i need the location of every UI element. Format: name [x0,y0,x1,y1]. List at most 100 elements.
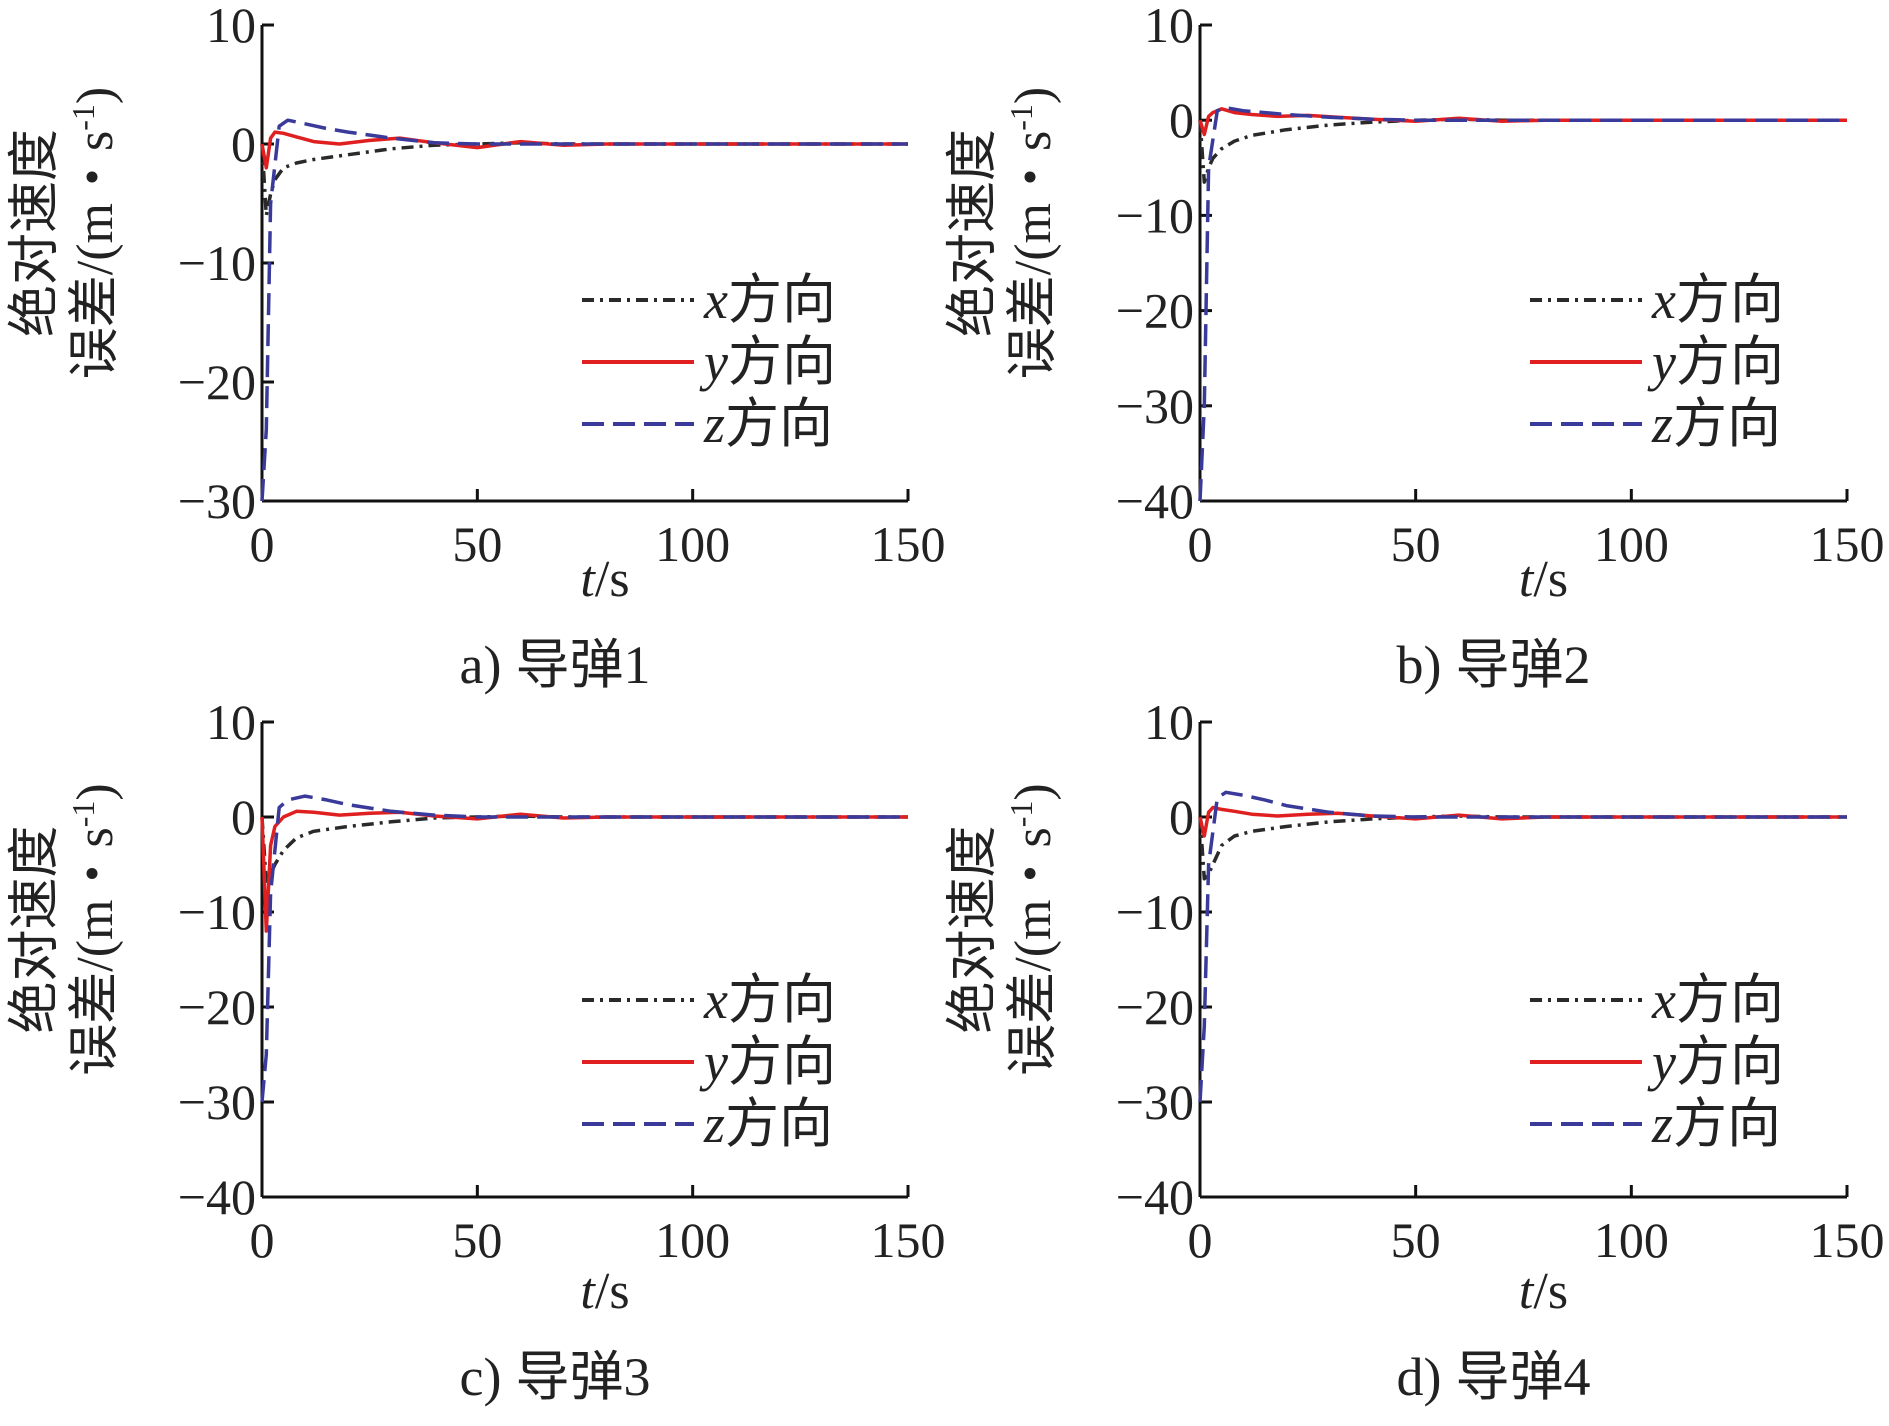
panel-caption-name: 导弹1 [515,635,650,695]
y-tick-label: −20 [1116,283,1194,339]
panel-caption-name: 导弹2 [1455,635,1590,695]
y-axis-label-line2: 误差/(m・s-1) [65,87,124,379]
x-tick-label: 150 [871,516,946,572]
y-axis-label-sup: -1 [65,104,101,131]
x-axis-var: t [1519,551,1535,608]
y-tick-label: −20 [178,979,256,1035]
legend-label-z: z方向 [1651,1094,1781,1154]
y-axis-label-line1: 绝对速度 [945,825,1002,1033]
series-line-x [1198,117,1847,184]
legend-text: 方向 [725,1094,833,1154]
panel-caption-label: d) [1397,1347,1442,1407]
y-tick-label: 0 [231,789,256,845]
y-tick-label: 10 [206,694,256,750]
series-line-x [1198,814,1847,881]
legend-label-y: y方向 [699,1032,836,1092]
x-axis-label: t/s [580,1263,629,1320]
x-tick-label: 150 [1810,1212,1885,1268]
legend-label-y: y方向 [1647,332,1784,392]
y-axis-label-sup: -1 [1003,104,1039,131]
y-axis-label-sup: -1 [65,801,101,828]
legend-text: 方向 [728,970,836,1030]
x-tick-label: 150 [871,1212,946,1268]
y-axis-label-line2: 误差/(m・s-1) [1003,87,1062,379]
series-line-y [1198,805,1847,838]
y-axis-label-prefix: 误差/(m・s [67,131,124,379]
legend-label-z: z方向 [703,394,833,454]
legend-var: y [1647,332,1676,392]
panel-caption-name: 导弹4 [1455,1347,1590,1407]
series-line-x [260,814,908,886]
x-axis-label: t/s [1519,1263,1568,1320]
x-tick-label: 100 [655,516,730,572]
series-line-z [260,794,908,1103]
legend-text: 方向 [728,270,836,330]
series-line-z [260,118,908,502]
y-tick-label: −30 [1116,378,1194,434]
y-axis-label-suffix: ) [1005,783,1062,800]
x-tick-label: 100 [1594,516,1669,572]
legend-label-x: x方向 [703,970,836,1030]
legend-text: 方向 [728,332,836,392]
legend-text: 方向 [1676,332,1784,392]
series-line-y [260,809,908,933]
y-tick-label: 0 [231,116,256,172]
panel-caption: c) 导弹3 [460,1347,651,1407]
x-tick-label: 150 [1810,516,1885,572]
y-tick-label: −20 [1116,979,1194,1035]
legend-text: 方向 [1676,270,1784,330]
x-axis-unit: /s [1533,551,1568,608]
y-axis-label-suffix: ) [67,783,124,800]
legend-label-z: z方向 [1651,394,1781,454]
y-tick-label: 0 [1169,789,1194,845]
y-axis-label-line1: 绝对速度 [7,129,64,337]
legend-var: y [699,332,728,392]
x-axis-var: t [1519,1263,1535,1320]
y-axis-label-line1: 绝对速度 [7,825,64,1033]
legend-label-x: x方向 [703,270,836,330]
x-axis-unit: /s [595,1263,630,1320]
series-line-y [260,130,908,170]
legend-text: 方向 [1676,1032,1784,1092]
y-tick-label: −40 [1116,1169,1194,1225]
legend-var: z [703,1094,725,1154]
legend-text: 方向 [725,394,833,454]
x-tick-label: 50 [1391,1212,1441,1268]
y-axis-label-prefix: 误差/(m・s [1005,131,1062,379]
panel-caption: d) 导弹4 [1397,1347,1591,1407]
y-axis-label-prefix: 误差/(m・s [67,827,124,1075]
x-axis-label: t/s [1519,551,1568,608]
panel-caption-label: c) [460,1347,502,1407]
legend-var: x [1651,970,1676,1030]
x-axis-var: t [580,551,596,608]
panel-caption: a) 导弹1 [460,635,651,695]
legend-var: z [1651,1094,1673,1154]
x-tick-label: 50 [452,516,502,572]
series-line-z [1198,790,1847,1103]
x-tick-label: 50 [452,1212,502,1268]
panel-b: 0 50 100 150−40−30−20−10010x方向y方向z方向t/s绝对速度… [945,0,1885,695]
series-line-x [260,141,908,218]
y-tick-label: −10 [178,235,256,291]
y-axis-label-suffix: ) [67,87,124,104]
panel-caption: b) 导弹2 [1397,635,1591,695]
y-tick-label: −10 [1116,187,1194,243]
legend-var: x [1651,270,1676,330]
legend-label-y: y方向 [1647,1032,1784,1092]
legend-label-x: x方向 [1651,270,1784,330]
y-tick-label: −40 [178,1169,256,1225]
y-tick-label: −40 [1116,473,1194,529]
y-tick-label: −30 [178,473,256,529]
x-tick-label: 0 [1188,516,1213,572]
y-tick-label: −10 [1116,884,1194,940]
panel-c: 0 50 100 150−40−30−20−10010x方向y方向z方向t/s绝对速度… [7,694,946,1407]
legend-label-y: y方向 [699,332,836,392]
legend-text: 方向 [1676,970,1784,1030]
y-tick-label: 0 [1169,92,1194,148]
x-tick-label: 0 [250,1212,275,1268]
x-axis-label: t/s [580,551,629,608]
legend-text: 方向 [1673,1094,1781,1154]
series-line-z [1198,106,1847,502]
y-tick-label: 10 [1144,694,1194,750]
